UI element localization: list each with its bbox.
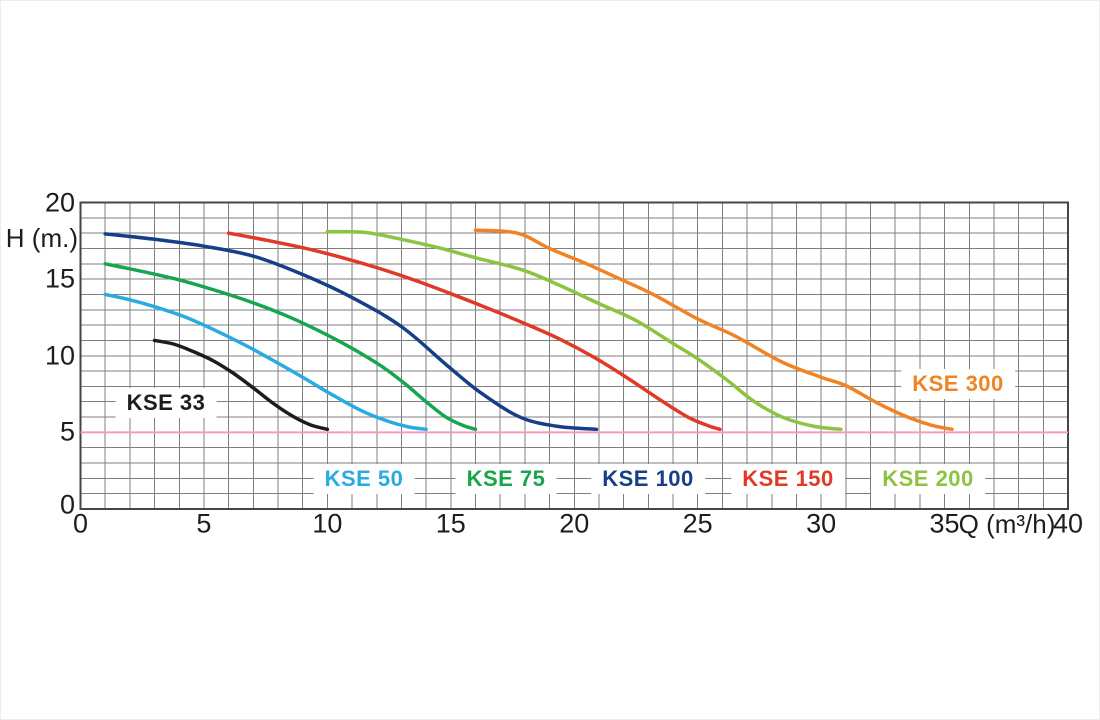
- x-tick-label-40: 40: [1052, 508, 1084, 539]
- series-label-kse-100: KSE 100: [591, 464, 705, 494]
- curve-kse-150: [226, 231, 722, 432]
- y-tick-label-5: 5: [59, 416, 75, 447]
- y-tick-label-20: 20: [44, 187, 75, 217]
- curve-kse-50: [103, 292, 428, 432]
- series-label-kse-200: KSE 200: [871, 464, 985, 494]
- series-label-kse-300: KSE 300: [901, 369, 1015, 399]
- x-tick-label-0: 0: [72, 508, 89, 539]
- plot-frame: [79, 201, 1069, 510]
- x-tick-label-10: 10: [312, 508, 343, 539]
- x-tick-label-30: 30: [806, 508, 837, 539]
- x-tick-label-20: 20: [559, 508, 590, 539]
- x-axis-title: Q (m³/h): [958, 509, 1056, 539]
- series-label-kse-150: KSE 150: [731, 464, 845, 494]
- curve-kse-300: [473, 228, 954, 432]
- y-axis-title: H (m.): [5, 223, 78, 253]
- x-tick-label-5: 5: [196, 508, 212, 539]
- curve-kse-100: [103, 232, 599, 432]
- series-label-kse-33: KSE 33: [115, 388, 217, 418]
- y-tick-label-10: 10: [44, 340, 75, 371]
- y-tick-label-0: 0: [59, 489, 75, 520]
- x-tick-label-35: 35: [929, 508, 960, 539]
- curve-kse-33: [152, 338, 330, 432]
- curve-kse-200: [325, 229, 843, 432]
- curve-kse-75: [103, 262, 478, 432]
- series-label-kse-75: KSE 75: [455, 464, 557, 494]
- x-tick-label-25: 25: [682, 508, 713, 539]
- y-tick-label-15: 15: [44, 263, 75, 294]
- x-tick-label-15: 15: [435, 508, 466, 539]
- series-label-kse-50: KSE 50: [313, 464, 415, 494]
